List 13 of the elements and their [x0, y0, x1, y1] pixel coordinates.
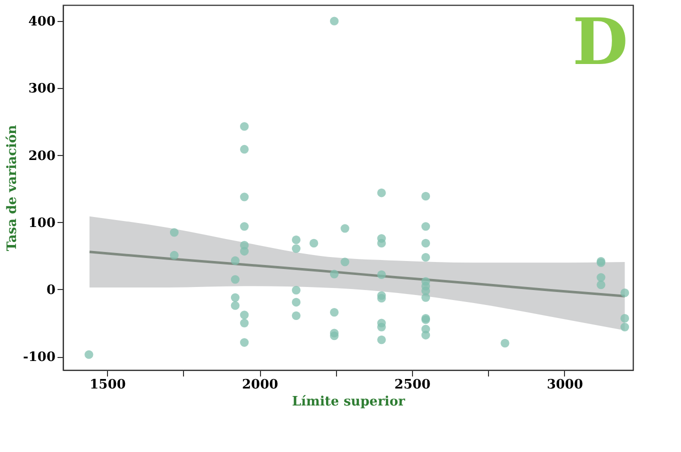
x-tick-label: 2500 — [394, 378, 431, 392]
y-tick-label: 400 — [28, 14, 56, 30]
y-tick-label: 0 — [46, 282, 56, 298]
y-tick-label: -100 — [22, 350, 56, 366]
x-axis-title: Límite superior — [292, 394, 406, 410]
y-tick-label: 300 — [28, 82, 56, 97]
annotation: D — [572, 5, 628, 80]
x-tick-label: 3000 — [546, 378, 584, 392]
x-tick-label: 1500 — [90, 378, 126, 392]
x-tick-label: 2000 — [242, 378, 278, 392]
y-axis-title: Tasa de variación — [4, 124, 20, 252]
y-tick-label: 200 — [28, 148, 56, 164]
y-tick-label: 100 — [28, 216, 56, 231]
